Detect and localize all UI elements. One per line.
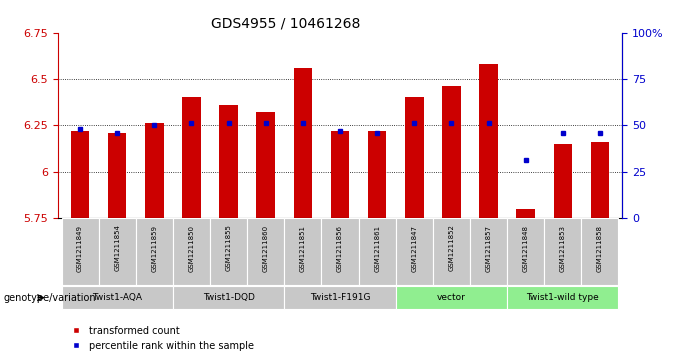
Text: genotype/variation: genotype/variation	[3, 293, 96, 303]
Bar	[544, 218, 581, 285]
Text: GSM1211857: GSM1211857	[486, 225, 492, 272]
Text: Twist1-F191G: Twist1-F191G	[310, 293, 370, 302]
Bar	[591, 142, 609, 218]
Bar	[507, 286, 619, 309]
Text: GSM1211850: GSM1211850	[188, 225, 194, 272]
Text: vector: vector	[437, 293, 466, 302]
Bar	[61, 286, 173, 309]
Bar	[173, 218, 210, 285]
Bar	[442, 86, 460, 218]
Bar	[284, 218, 322, 285]
Bar	[368, 131, 386, 218]
Text: Twist1-AQA: Twist1-AQA	[92, 293, 142, 302]
Bar	[433, 218, 470, 285]
Bar	[145, 123, 164, 218]
Text: GSM1211855: GSM1211855	[226, 225, 232, 272]
Text: GSM1211853: GSM1211853	[560, 225, 566, 272]
Bar	[256, 112, 275, 218]
Bar	[405, 97, 424, 218]
Text: GSM1211851: GSM1211851	[300, 225, 306, 272]
Legend: transformed count, percentile rank within the sample: transformed count, percentile rank withi…	[63, 322, 258, 355]
Text: GSM1211848: GSM1211848	[523, 225, 528, 272]
Text: GSM1211854: GSM1211854	[114, 225, 120, 272]
Text: GDS4955 / 10461268: GDS4955 / 10461268	[211, 16, 360, 30]
Text: GSM1211859: GSM1211859	[152, 225, 157, 272]
Bar	[358, 218, 396, 285]
Bar	[294, 68, 312, 218]
Bar	[173, 286, 284, 309]
Bar	[210, 218, 247, 285]
Text: GSM1211856: GSM1211856	[337, 225, 343, 272]
Text: GSM1211852: GSM1211852	[448, 225, 454, 272]
Bar	[61, 218, 99, 285]
Bar	[396, 286, 507, 309]
Bar	[71, 131, 89, 218]
Bar	[99, 218, 136, 285]
Bar	[470, 218, 507, 285]
Bar	[507, 218, 544, 285]
Text: GSM1211847: GSM1211847	[411, 225, 418, 272]
Bar	[554, 144, 572, 218]
Bar	[182, 97, 201, 218]
Text: Twist1-wild type: Twist1-wild type	[526, 293, 599, 302]
Bar	[322, 218, 358, 285]
Text: GSM1211849: GSM1211849	[77, 225, 83, 272]
Bar	[479, 64, 498, 218]
Bar	[247, 218, 284, 285]
Text: GSM1211858: GSM1211858	[597, 225, 603, 272]
Bar	[330, 131, 350, 218]
Text: Twist1-DQD: Twist1-DQD	[203, 293, 254, 302]
Bar	[581, 218, 619, 285]
Text: GSM1211860: GSM1211860	[262, 224, 269, 272]
Text: GSM1211861: GSM1211861	[374, 224, 380, 272]
Bar	[108, 132, 126, 218]
Bar	[516, 208, 535, 218]
Bar	[220, 105, 238, 218]
Bar	[136, 218, 173, 285]
Bar	[396, 218, 433, 285]
Bar	[284, 286, 396, 309]
